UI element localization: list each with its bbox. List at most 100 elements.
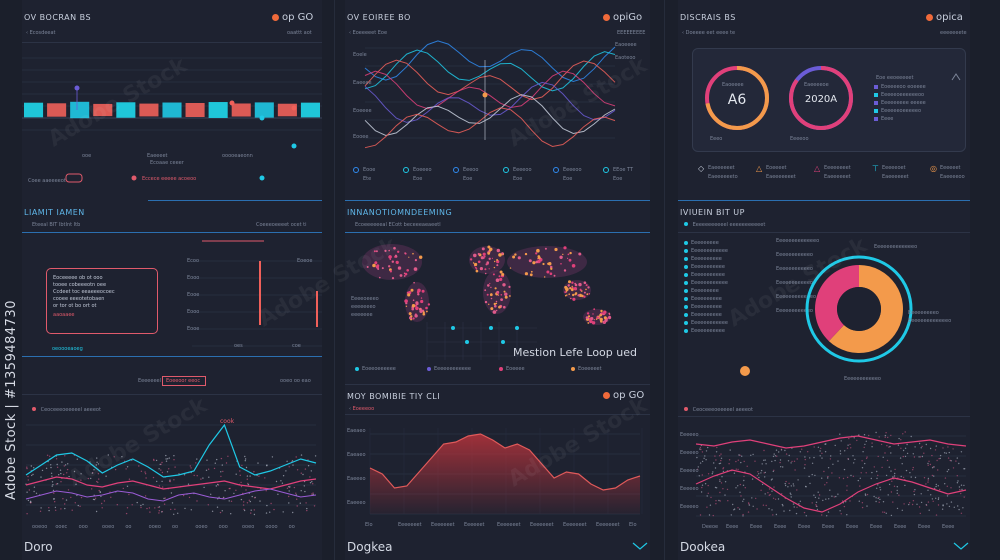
ring-list-item: Eeeeeeeee eeeee <box>881 100 926 106</box>
wave-dot <box>207 468 210 470</box>
filter-divider <box>22 394 322 395</box>
mesh-dot <box>737 507 739 509</box>
map-city-dot <box>487 252 491 255</box>
area-x-tick: Eeeeeeet <box>398 522 422 528</box>
map-city-dot <box>568 280 571 284</box>
mesh-dot <box>848 437 850 440</box>
map-legend-dot <box>427 367 431 371</box>
mid-series-2 <box>364 59 616 101</box>
wave-dot <box>312 483 314 485</box>
mesh-dot <box>793 485 795 487</box>
mesh-dot <box>881 466 883 469</box>
map-city-dot <box>529 273 533 277</box>
wave-dot <box>49 455 51 457</box>
mesh-dot <box>863 446 865 449</box>
wave-dot <box>265 512 268 514</box>
wave-dot <box>174 508 176 510</box>
wave-dot <box>247 483 250 486</box>
wave-dot <box>166 458 169 460</box>
mesh-dot <box>700 491 703 493</box>
map-city-dot <box>388 249 390 252</box>
mid-brand[interactable]: opiGo <box>603 12 642 23</box>
info-line-2: tooee cobeeeotn oee <box>53 282 107 288</box>
area-brand[interactable]: op GO <box>603 390 644 401</box>
mesh-dot <box>814 496 817 499</box>
mid-footer-chevron-icon[interactable] <box>632 542 648 551</box>
mesh-x-tick: Eeee <box>822 524 835 530</box>
wave-dot <box>207 504 209 506</box>
mesh-dot <box>817 446 820 448</box>
right-nav-back[interactable]: ‹ Doeeee eet eeee te <box>682 30 736 36</box>
mesh-dot <box>765 504 767 507</box>
mesh-dot <box>877 497 879 500</box>
mid-nav-back[interactable]: ‹ Eoeeeeet Eoe <box>349 30 388 36</box>
area-x-axis: Elo Eeeeeeet Eeeeeeet Eeeeeet Eeeeeeet Eeeeee… <box>365 522 645 530</box>
wave-dot <box>27 475 29 478</box>
mesh-dot <box>839 510 841 512</box>
mesh-dot <box>888 446 890 448</box>
mesh-dot <box>758 476 760 479</box>
mesh-dot <box>821 452 823 454</box>
mesh-dot <box>877 474 879 477</box>
spike-bottom-2: coe <box>292 343 301 349</box>
mesh-dot <box>698 475 700 477</box>
wave-dot <box>160 469 162 471</box>
map-city-dot <box>509 295 511 297</box>
mesh-dot <box>824 451 827 453</box>
mesh-dot <box>908 503 910 506</box>
mesh-dot <box>886 459 889 462</box>
mesh-dot <box>801 448 803 450</box>
donut-right-label: Eeeeeeeeeeeo <box>776 308 813 314</box>
donut-list-bullet <box>684 281 688 285</box>
wave-dot <box>243 509 246 512</box>
wave-dot <box>243 501 245 503</box>
mesh-dot <box>916 503 918 505</box>
donut-right-label: Eeeeeeeeeeeo <box>776 280 813 286</box>
wave-dot <box>60 472 62 475</box>
left-brand[interactable]: op GO <box>272 12 313 23</box>
map-city-dot <box>420 297 423 299</box>
map-legend: Eoeeoeeeeee Eeeeeeeeeeee Eoeeee Eoeeeeet <box>355 366 645 374</box>
mesh-dot <box>715 451 718 453</box>
wave-dot <box>144 471 146 473</box>
mesh-dot <box>859 477 861 479</box>
wave-dot <box>94 497 97 499</box>
mesh-dot <box>887 436 889 439</box>
wave-dot <box>288 502 290 504</box>
map-city-dot <box>547 262 550 265</box>
wave-axis-tick: oooo <box>265 524 278 530</box>
wave-axis-tick: ooeo <box>102 524 115 530</box>
wave-dot <box>288 495 290 498</box>
mesh-dot <box>937 498 940 501</box>
ring-card-expand-icon[interactable] <box>951 73 961 81</box>
mesh-dot <box>720 482 723 484</box>
map-city-dot <box>489 282 491 285</box>
mesh-dot <box>724 481 727 483</box>
right-footer-chevron-icon[interactable] <box>953 542 969 551</box>
map-city-dot <box>586 312 590 315</box>
wave-dot <box>246 502 249 504</box>
mesh-dot <box>888 466 890 468</box>
wave-dot <box>27 479 29 481</box>
left-nav-back[interactable]: ‹ Ecosdeeat <box>26 30 56 36</box>
mesh-dot <box>747 511 750 513</box>
brand-logo-icon <box>603 392 610 399</box>
mesh-dot <box>840 440 842 442</box>
wave-dot <box>296 498 298 500</box>
right-brand[interactable]: opica <box>926 12 963 23</box>
wave-dot <box>182 494 185 497</box>
wave-dot <box>61 461 63 463</box>
mesh-dot <box>764 471 766 474</box>
filter-button[interactable]: Eoeeoor eeoc <box>162 376 206 386</box>
wave-dot <box>33 486 36 488</box>
wave-dot <box>165 454 167 457</box>
donut-list-bullet <box>684 297 688 301</box>
brand-logo-icon <box>926 14 933 21</box>
wave-dot <box>245 466 248 469</box>
bar-marker-6 <box>131 175 137 181</box>
wave-dot <box>228 500 230 502</box>
wave-dot <box>210 493 212 495</box>
mesh-dot <box>777 498 780 500</box>
wave-dot <box>71 509 73 511</box>
wave-dot <box>126 507 129 509</box>
